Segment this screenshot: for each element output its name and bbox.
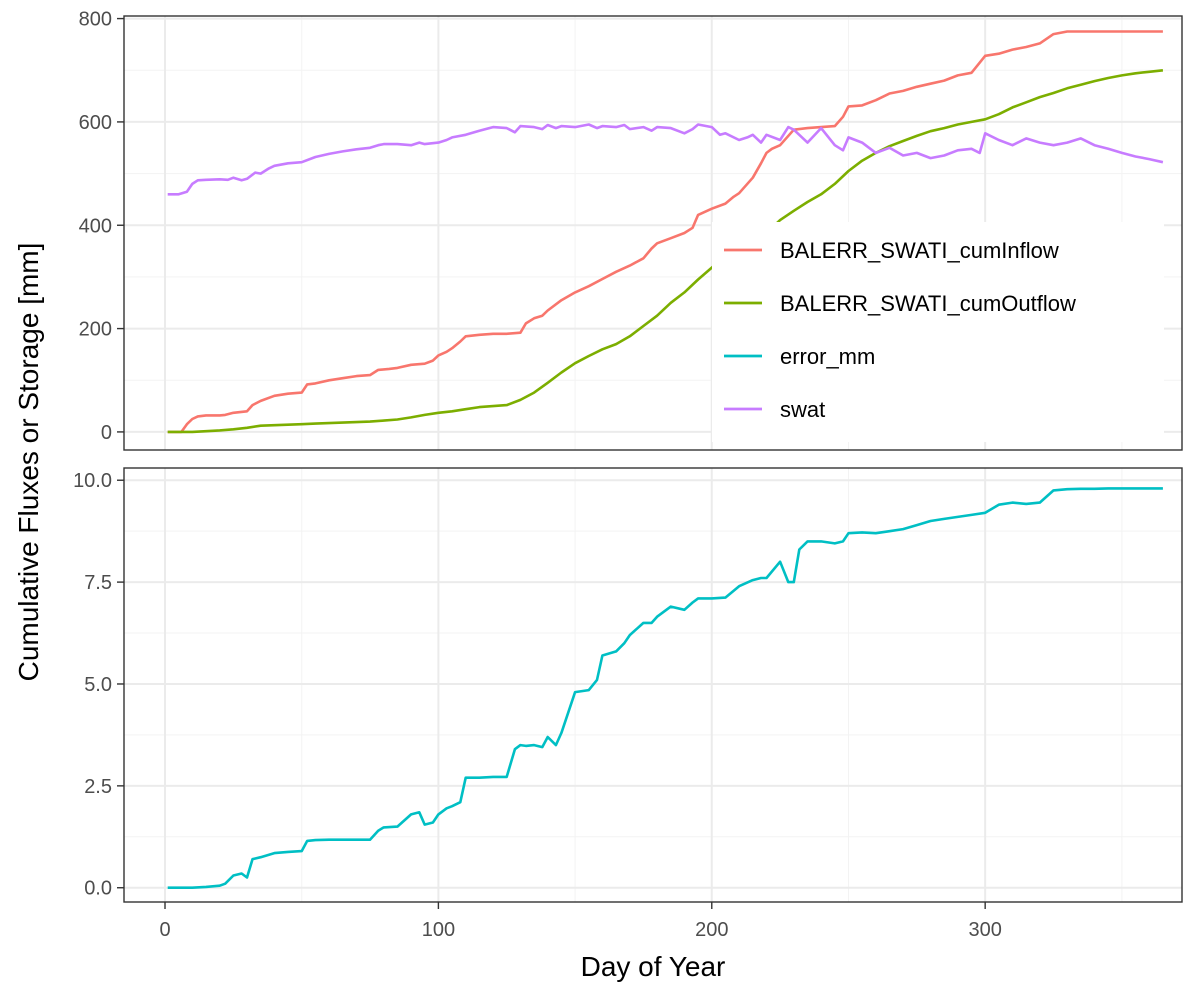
y-tick-label: 7.5 xyxy=(84,572,112,594)
x-tick-label: 200 xyxy=(695,919,728,941)
y-tick-label: 2.5 xyxy=(84,776,112,798)
legend-label-error-mm: error_mm xyxy=(780,344,875,369)
series-line-balerr-swati-cuminflow xyxy=(167,30,1163,434)
x-tick-label: 300 xyxy=(968,919,1001,941)
y-tick-label: 200 xyxy=(79,319,112,341)
legend-label-swat: swat xyxy=(780,397,825,422)
x-axis-title: Day of Year xyxy=(581,951,726,982)
y-tick-label: 600 xyxy=(79,112,112,134)
y-axis-title: Cumulative Fluxes or Storage [mm] xyxy=(13,243,44,682)
legend: BALERR_SWATI_cumInflow BALERR_SWATI_cumOu… xyxy=(712,222,1164,442)
y-tick-label: 800 xyxy=(79,9,112,31)
series-line-swat xyxy=(167,123,1164,196)
legend-background xyxy=(712,222,1164,442)
x-tick-label: 100 xyxy=(422,919,455,941)
legend-label-balerr-swati-cumoutflow: BALERR_SWATI_cumOutflow xyxy=(780,291,1076,316)
y-tick-label: 400 xyxy=(79,215,112,237)
series-line-balerr-swati-cumoutflow xyxy=(167,69,1164,434)
panel-background xyxy=(124,468,1182,902)
y-tick-label: 5.0 xyxy=(84,674,112,696)
panels-layer: 0 200 400 600 800 0.0 2.5 5.0 7.5 10.0 0 100 200 300 xyxy=(73,9,1183,941)
series-line-error-mm xyxy=(167,487,1163,889)
panel-border xyxy=(123,15,1183,451)
panel-bottom: 0.0 2.5 5.0 7.5 10.0 0 100 200 300 xyxy=(73,467,1183,941)
legend-label-balerr-swati-cuminflow: BALERR_SWATI_cumInflow xyxy=(780,238,1059,263)
panel-border xyxy=(123,467,1183,903)
y-tick-label: 0.0 xyxy=(84,878,112,900)
y-tick-label: 10.0 xyxy=(73,470,112,492)
x-tick-label: 0 xyxy=(159,919,170,941)
y-tick-label: 0 xyxy=(101,422,112,444)
